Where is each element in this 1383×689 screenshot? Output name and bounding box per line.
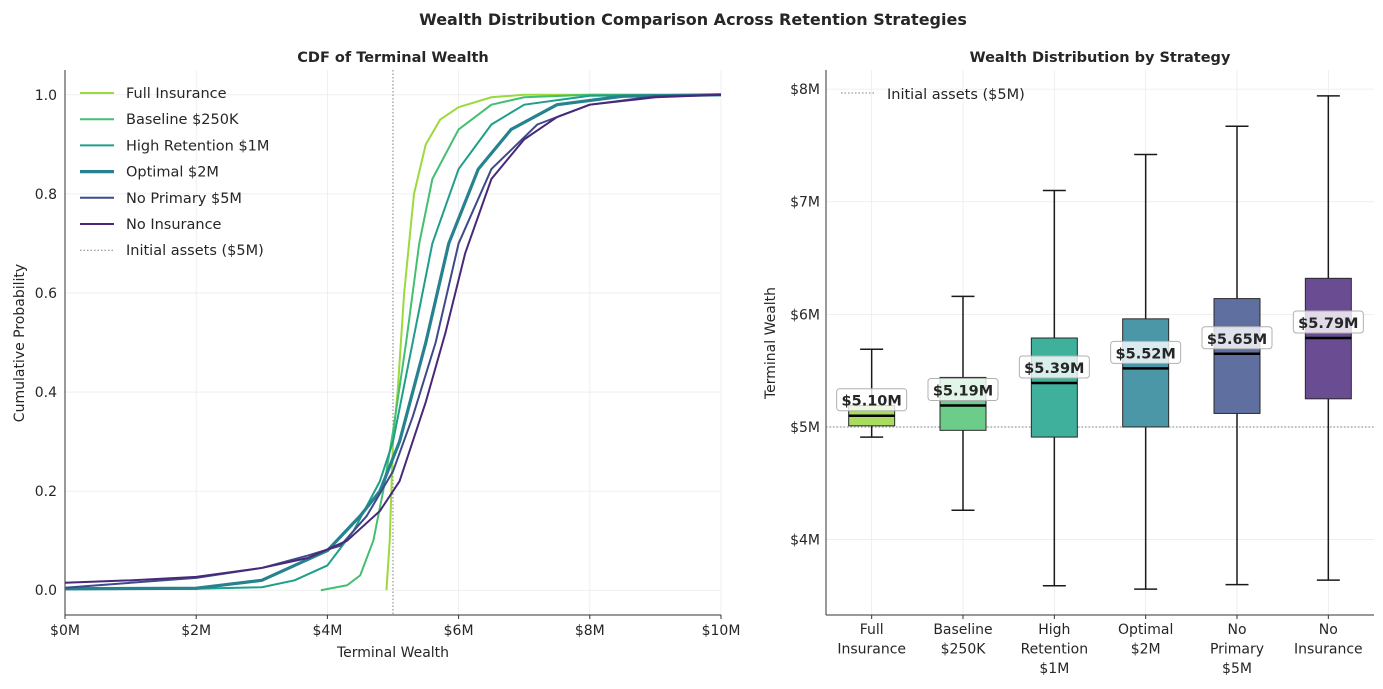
y-tick-label: 0.2: [35, 484, 57, 500]
x-tick-label: No: [1227, 622, 1246, 638]
cdf-legend: Full Insurance Baseline $250K High Retenti…: [80, 86, 269, 259]
iqr-box: [1122, 318, 1170, 428]
x-tick-label: $4M: [312, 623, 342, 639]
y-tick-label: 0.0: [35, 583, 57, 599]
x-tick-label: Insurance: [1294, 642, 1363, 658]
iqr-box: [1213, 298, 1261, 414]
median-label: $5.65M: [1207, 332, 1267, 348]
x-tick-label: $1M: [1039, 661, 1069, 677]
cdf-line-high-retention-1m: [64, 93, 722, 591]
box-high-retention-1m: $5.39M: [1018, 189, 1090, 587]
box-plot: $4M $5M $6M $7M $8M $5.10M Full Insurance $5.19M…: [790, 70, 1374, 677]
box-full-insurance: $5.10M: [836, 348, 908, 438]
median-label: $5.52M: [1116, 346, 1176, 362]
legend-label: Baseline $250K: [126, 112, 239, 128]
box-no-primary-5m: $5.65M: [1201, 125, 1273, 586]
y-tick-label: 0.8: [35, 187, 57, 203]
y-tick-label: $8M: [790, 82, 820, 98]
x-tick-label: No: [1319, 622, 1338, 638]
x-tick-label: $250K: [941, 642, 987, 658]
cdf-line-baseline-250k: [320, 93, 721, 592]
median-label: $5.79M: [1298, 316, 1358, 332]
x-tick-label: $5M: [1222, 661, 1252, 677]
x-tick-label: $2M: [181, 623, 211, 639]
x-tick-label: Optimal: [1118, 622, 1173, 638]
x-tick-label: $8M: [575, 623, 605, 639]
box-ylabel: Terminal Wealth: [763, 287, 779, 400]
figure-title: Wealth Distribution Comparison Across Re…: [419, 10, 967, 29]
x-tick-label: Retention: [1021, 642, 1089, 658]
cdf-plot: $0M $2M $4M $6M $8M $10M 0.0 0.2 0.4 0.6 0.8 1.0 Ful…: [35, 70, 741, 639]
median-label-box: [1292, 310, 1364, 334]
median-label-box: [1018, 355, 1090, 379]
x-tick-label: $0M: [50, 623, 80, 639]
x-tick-label: Insurance: [837, 642, 906, 658]
x-tick-label: Primary: [1210, 642, 1264, 658]
legend-label: Full Insurance: [126, 86, 227, 102]
x-tick-label: Baseline: [933, 622, 992, 638]
box-baseline-250k: $5.19M: [927, 295, 999, 512]
y-tick-label: 0.4: [35, 385, 57, 401]
y-tick-label: 0.6: [35, 286, 57, 302]
y-tick-label: $7M: [790, 195, 820, 211]
legend-label: High Retention $1M: [126, 138, 269, 154]
median-label-box: [1110, 340, 1182, 364]
legend-label: No Insurance: [126, 217, 222, 233]
median-label-box: [836, 388, 908, 412]
y-tick-label: $4M: [790, 533, 820, 549]
box-title: Wealth Distribution by Strategy: [970, 50, 1231, 66]
cdf-line-optimal-2m: [64, 93, 722, 591]
iqr-box: [1030, 337, 1078, 438]
median-label: $5.39M: [1024, 361, 1084, 377]
legend-label: Initial assets ($5M): [887, 87, 1025, 103]
y-tick-label: 1.0: [35, 88, 57, 104]
legend-label: Optimal $2M: [126, 165, 219, 181]
x-tick-label: High: [1038, 622, 1070, 638]
x-tick-label: $2M: [1131, 642, 1161, 658]
legend-label: Initial assets ($5M): [126, 243, 264, 259]
box-no-insurance: $5.79M: [1292, 95, 1364, 581]
cdf-title: CDF of Terminal Wealth: [297, 50, 488, 66]
median-label-box: [1201, 326, 1273, 350]
cdf-ylabel: Cumulative Probability: [12, 264, 28, 422]
median-label: $5.10M: [842, 394, 902, 410]
x-tick-label: $6M: [444, 623, 474, 639]
cdf-line-no-insurance: [64, 93, 722, 584]
legend-label: No Primary $5M: [126, 191, 242, 207]
median-label: $5.19M: [933, 384, 993, 400]
box-optimal-2m: $5.52M: [1110, 153, 1182, 590]
x-tick-label: Full: [860, 622, 884, 638]
cdf-xlabel: Terminal Wealth: [336, 645, 449, 661]
y-tick-label: $6M: [790, 307, 820, 323]
y-tick-label: $5M: [790, 420, 820, 436]
x-tick-label: $10M: [702, 623, 741, 639]
median-label-box: [927, 378, 999, 402]
